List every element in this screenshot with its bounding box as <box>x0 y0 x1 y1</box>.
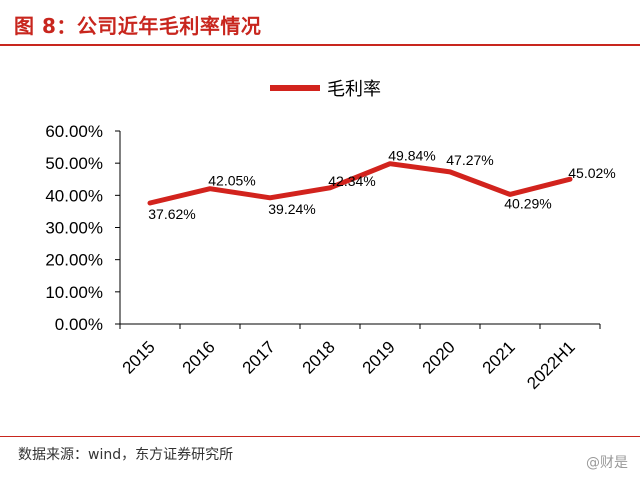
x-tick-label: 2016 <box>179 337 219 377</box>
y-tick-label: 10.00% <box>45 283 103 302</box>
data-label: 45.02% <box>568 165 615 181</box>
x-tick-label: 2017 <box>239 337 279 377</box>
y-tick-label: 20.00% <box>45 251 103 270</box>
x-tick-label: 2015 <box>119 337 159 377</box>
title-divider <box>0 44 640 46</box>
gross-margin-chart: 毛利率 0.00% 10.00% 20.00% 30.00% 40.00% 50.00% 6… <box>45 79 615 393</box>
data-label: 39.24% <box>268 201 315 217</box>
data-label: 37.62% <box>148 206 195 222</box>
x-tick-label: 2021 <box>479 337 519 377</box>
data-label: 40.29% <box>504 195 551 211</box>
y-tick-label: 50.00% <box>45 154 103 173</box>
footer-divider <box>0 436 640 437</box>
data-label: 42.05% <box>208 173 255 189</box>
data-label: 42.34% <box>328 173 375 189</box>
legend-label: 毛利率 <box>327 79 381 100</box>
x-tick-label: 2022H1 <box>523 337 579 393</box>
x-tick-label: 2020 <box>419 337 459 377</box>
figure-title: 图 8：公司近年毛利率情况 <box>14 14 262 38</box>
series-line-gross-margin <box>147 161 573 206</box>
watermark: @财是 <box>586 455 628 471</box>
data-label: 49.84% <box>388 148 435 164</box>
source-note: 数据来源：wind，东方证券研究所 <box>18 447 234 463</box>
x-tick-label: 2018 <box>299 337 339 377</box>
y-tick-label: 0.00% <box>55 315 103 334</box>
x-tick-label: 2019 <box>359 337 399 377</box>
y-tick-label: 60.00% <box>45 122 103 141</box>
chart-legend: 毛利率 <box>270 79 381 100</box>
data-label: 47.27% <box>446 152 493 168</box>
y-tick-label: 40.00% <box>45 186 103 205</box>
y-tick-label: 30.00% <box>45 219 103 238</box>
